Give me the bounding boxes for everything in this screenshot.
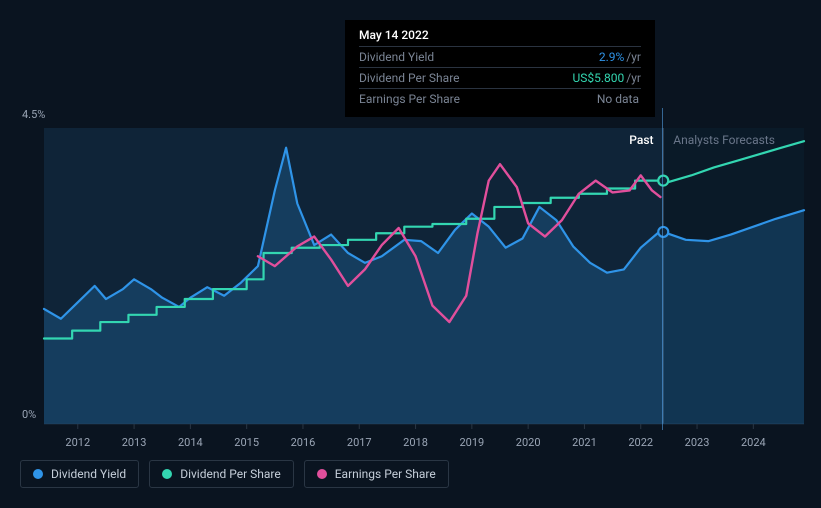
legend-dot-icon <box>33 469 43 479</box>
tooltip-label: Dividend Per Share <box>359 71 573 85</box>
tooltip-row: Earnings Per ShareNo data <box>359 88 641 109</box>
legend-label: Earnings Per Share <box>335 467 436 481</box>
tooltip-label: Dividend Yield <box>359 50 599 64</box>
x-axis-year: 2014 <box>178 436 203 449</box>
tooltip-row: Dividend Yield2.9% /yr <box>359 46 641 67</box>
x-axis-year: 2020 <box>516 436 541 449</box>
x-axis-year: 2013 <box>122 436 147 449</box>
x-axis-year: 2015 <box>234 436 259 449</box>
x-axis-year: 2021 <box>572 436 597 449</box>
hover-vertical-line <box>662 108 663 430</box>
tooltip-value: US$5.800 <box>573 71 625 85</box>
tooltip-value: No data <box>597 92 639 106</box>
chart-legend: Dividend Yield Dividend Per Share Earnin… <box>20 460 449 488</box>
legend-dot-icon <box>317 469 327 479</box>
x-axis-year: 2016 <box>291 436 316 449</box>
x-axis-year: 2024 <box>741 436 766 449</box>
tooltip-suffix: /yr <box>626 50 641 64</box>
tooltip-label: Earnings Per Share <box>359 92 597 106</box>
y-axis-min: 0% <box>22 408 36 421</box>
chart-tooltip: May 14 2022 Dividend Yield2.9% /yrDivide… <box>345 20 655 117</box>
section-label-forecast: Analysts Forecasts <box>673 133 775 147</box>
tooltip-date: May 14 2022 <box>359 28 641 46</box>
legend-earnings-per-share[interactable]: Earnings Per Share <box>304 460 449 488</box>
legend-label: Dividend Yield <box>51 467 126 481</box>
legend-dividend-per-share[interactable]: Dividend Per Share <box>149 460 294 488</box>
x-axis-year: 2017 <box>347 436 372 449</box>
tooltip-value: 2.9% <box>599 50 624 64</box>
x-axis-year: 2019 <box>459 436 484 449</box>
legend-dividend-yield[interactable]: Dividend Yield <box>20 460 139 488</box>
legend-label: Dividend Per Share <box>180 467 281 481</box>
y-axis-max: 4.5% <box>22 108 45 121</box>
x-axis-year: 2022 <box>628 436 653 449</box>
section-label-past: Past <box>629 133 653 147</box>
tooltip-row: Dividend Per ShareUS$5.800 /yr <box>359 67 641 88</box>
x-axis-year: 2018 <box>403 436 428 449</box>
legend-dot-icon <box>162 469 172 479</box>
x-axis-year: 2023 <box>685 436 710 449</box>
x-axis-year: 2012 <box>65 436 90 449</box>
tooltip-suffix: /yr <box>626 71 641 85</box>
